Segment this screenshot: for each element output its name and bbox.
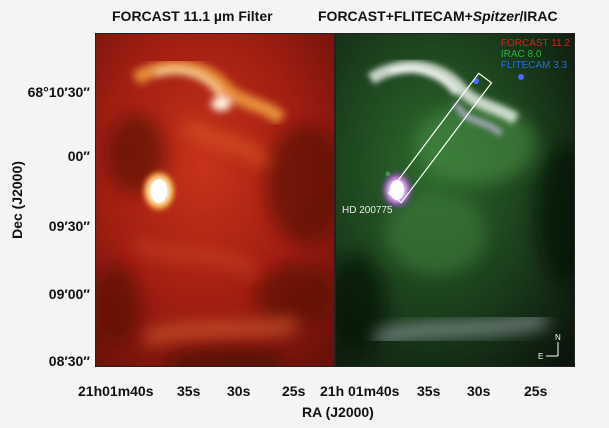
compass-n: N <box>555 333 561 342</box>
left-panel-title: FORCAST 11.1 µm Filter <box>112 8 273 24</box>
compass-e: E <box>538 352 543 360</box>
x-tick-label: 30s <box>467 383 491 399</box>
x-tick-label: 35s <box>417 383 441 399</box>
composite-image-panel: FORCAST 11.2 IRAC 8.0 FLITECAM 3.3 HD 20… <box>335 33 575 367</box>
right-title-prefix: FORCAST+FLITECAM+ <box>318 8 473 24</box>
right-panel-title: FORCAST+FLITECAM+Spitzer/IRAC <box>318 8 558 24</box>
legend: FORCAST 11.2 IRAC 8.0 FLITECAM 3.3 <box>501 38 570 71</box>
legend-flitecam: FLITECAM 3.3 <box>500 60 568 71</box>
x-tick-label: 25s <box>524 383 548 399</box>
x-tick-label: 21h01m40s <box>78 383 154 399</box>
x-tick-label: 30s <box>227 383 251 399</box>
forcast-image <box>96 34 334 366</box>
x-tick-label: 21h 01m40s <box>320 383 400 399</box>
x-axis-label: RA (J2000) <box>302 404 374 420</box>
legend-irac: IRAC 8.0 <box>500 49 542 60</box>
composite-image <box>336 34 574 366</box>
y-tick-label: 09′00″ <box>48 286 90 302</box>
star-label: HD 200775 <box>342 205 393 216</box>
x-tick-label: 35s <box>177 383 201 399</box>
y-tick-label: 08′30″ <box>48 353 90 369</box>
y-tick-label: 68°10′30″ <box>27 84 90 100</box>
right-title-suffix: /IRAC <box>519 8 558 24</box>
y-axis-label: Dec (J2000) <box>9 161 25 239</box>
slit-outline <box>387 72 493 204</box>
y-tick-label: 09′30″ <box>48 218 90 234</box>
x-tick-label: 25s <box>282 383 306 399</box>
compass-icon: N E <box>538 332 566 361</box>
right-title-italic: Spitzer <box>472 8 520 24</box>
forcast-image-panel <box>95 33 335 367</box>
y-tick-label: 00″ <box>67 148 90 164</box>
legend-forcast: FORCAST 11.2 <box>500 38 570 49</box>
